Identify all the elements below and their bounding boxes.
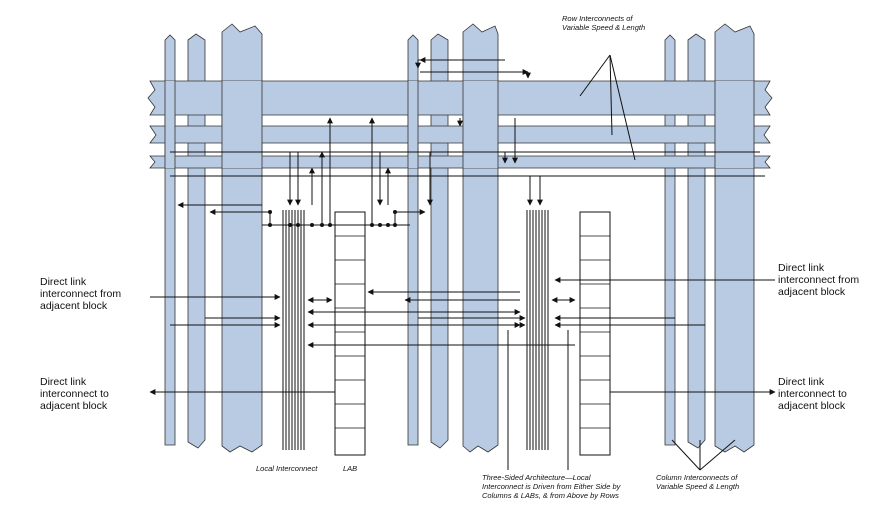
lab-block-left [334,211,366,456]
right-in-line-1: Direct link [778,262,825,274]
left-in-line-2: interconnect from [40,288,122,300]
lab-block-right [579,211,611,456]
row-bus-2 [149,125,771,144]
three-sided-line-1: Three-Sided Architecture—Local [482,473,591,482]
row-bus-3 [149,155,771,169]
right-output-label: Direct link interconnect to adjacent blo… [778,376,875,412]
lab-label: LAB [343,464,358,473]
left-input-label: Direct link interconnect from adjacent b… [40,276,150,312]
row-label-line-2: Variable Speed & Length [562,23,646,32]
three-sided-line-3: Columns & LABs, & from Above by Rows [482,491,619,500]
left-out-line-3: adjacent block [40,400,108,412]
right-out-line-3: adjacent block [778,400,846,412]
right-in-line-3: adjacent block [778,286,846,298]
left-output-label: Direct link interconnect to adjacent blo… [40,376,150,412]
column-label-line-1: Column Interconnects of [656,473,738,482]
right-input-label: Direct link interconnect from adjacent b… [778,262,875,298]
local-interconnect-left [282,210,305,450]
left-out-line-1: Direct link [40,376,87,388]
row-interconnects [147,80,773,169]
right-out-line-1: Direct link [778,376,825,388]
row-bus-1 [147,80,773,116]
row-interconnects-label: Row Interconnects of Variable Speed & Le… [562,14,682,32]
row-label-line-1: Row Interconnects of [562,14,633,23]
column-label-line-2: Variable Speed & Length [656,482,740,491]
signal-wires [149,54,776,471]
three-sided-architecture-label: Three-Sided Architecture—Local Interconn… [482,473,682,500]
left-out-line-2: interconnect to [40,388,109,400]
right-out-line-2: interconnect to [778,388,847,400]
local-interconnect-right [526,210,549,450]
junction-dots [268,210,397,227]
left-in-line-1: Direct link [40,276,87,288]
column-interconnects-label: Column Interconnects of Variable Speed &… [656,473,786,491]
three-sided-line-2: Interconnect is Driven from Either Side … [482,482,621,491]
left-in-line-3: adjacent block [40,300,108,312]
local-interconnect-label: Local Interconnect [256,464,318,473]
right-in-line-2: interconnect from [778,274,860,286]
